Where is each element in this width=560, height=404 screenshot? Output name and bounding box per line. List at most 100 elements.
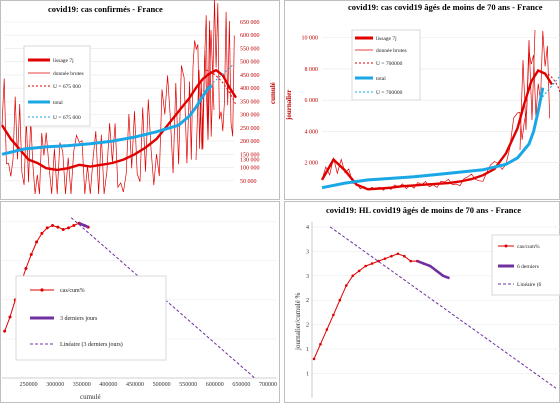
legend-label-smooth: lissage 7j xyxy=(53,58,74,64)
data-point xyxy=(56,225,60,229)
series-u-red xyxy=(547,73,560,93)
tick-label: 600 000 xyxy=(240,33,260,39)
series-last3 xyxy=(78,222,89,229)
tick-label: 450000 xyxy=(126,382,144,388)
tick-label: 2 000 xyxy=(305,161,319,167)
legend-label-u-red: U = 675 000 xyxy=(53,84,81,90)
data-point xyxy=(370,262,374,265)
tick-label: 4 xyxy=(306,225,309,231)
data-point xyxy=(67,226,70,230)
right-axis-ticks: 650 000 600 000 550 000 500 000 450 000 400 0… xyxy=(240,20,260,185)
legend-label-total: total xyxy=(53,100,63,106)
legend: cas/cum% 6 derniers Linéaire (6 xyxy=(491,234,560,296)
x-axis-ticks: 250000 300000 350000 400000 450000 500000 5500… xyxy=(20,382,277,388)
tick-label: 400 000 xyxy=(240,86,260,92)
data-point xyxy=(45,226,49,230)
legend-label-ratio: cas/cum% xyxy=(517,244,540,250)
legend-label-last3: 3 derniers jours xyxy=(60,316,98,322)
tick-label: 10 000 xyxy=(302,36,319,42)
tick-label: 3 xyxy=(306,249,309,255)
tick-label: 650000 xyxy=(232,382,250,388)
tick-label: 650 000 xyxy=(240,20,260,26)
data-point xyxy=(364,264,367,268)
tick-label: 550 000 xyxy=(240,46,260,52)
y-axis-label: journalier/cumulé % xyxy=(294,292,302,351)
data-point xyxy=(72,224,76,228)
chart-hl-ratio: covid19: HL covid19 âgés de moins de 70 … xyxy=(294,205,560,398)
data-point xyxy=(390,254,393,258)
series-raw-spikes xyxy=(519,29,536,151)
chart-title: covid19: HL covid19 âgés de moins de 70 … xyxy=(326,205,521,215)
tick-label: 100 000 xyxy=(240,166,260,172)
tick-label: 6 000 xyxy=(305,98,319,104)
data-point xyxy=(319,342,322,346)
tick-label: 1 xyxy=(306,372,309,378)
legend-swatch-ratio-dot xyxy=(504,244,508,248)
legend: lissage 7j donnée brutes U = 675 000 tot… xyxy=(23,45,91,127)
legend-label-linear: Linéaire (6 xyxy=(517,281,542,288)
tick-label: 300000 xyxy=(46,382,64,388)
left-axis-label: journalier xyxy=(285,90,293,121)
series-total xyxy=(321,87,545,190)
tick-label: 250000 xyxy=(20,382,38,388)
tick-label: 2 xyxy=(306,298,309,304)
chart-title: covid19: cas covid19 âgés de moins de 70… xyxy=(348,2,543,12)
data-point xyxy=(325,328,329,331)
series-linear xyxy=(329,226,557,389)
data-point xyxy=(409,259,413,263)
tick-label: 500 000 xyxy=(240,60,260,66)
tick-label: 4 000 xyxy=(305,129,319,135)
data-point xyxy=(396,252,400,256)
data-point xyxy=(3,329,7,333)
tick-label: 700000 xyxy=(259,382,277,388)
data-point xyxy=(383,257,387,260)
data-point xyxy=(338,298,342,302)
series-raw xyxy=(1,0,235,195)
right-axis-label: cumulé xyxy=(269,82,277,104)
tick-label: 2 xyxy=(306,323,309,329)
series-raw-spikes xyxy=(195,29,215,161)
data-point xyxy=(51,224,55,228)
legend: cas/cum% 3 derniers jours Linéaire (3 de… xyxy=(15,275,167,361)
legend-box xyxy=(351,29,421,101)
data-point xyxy=(344,284,348,287)
series-last6 xyxy=(416,259,450,280)
chart-title: covid19: cas confirmés - France xyxy=(48,4,163,14)
tick-label: 600000 xyxy=(206,382,224,388)
tick-label: 50 000 xyxy=(240,179,257,185)
data-point xyxy=(357,269,361,273)
legend-label-raw: donnée brutes xyxy=(53,71,84,77)
series-smooth xyxy=(0,68,238,172)
legend-label-u-blue: U = 700000 xyxy=(376,90,403,96)
legend: lissage 7j donnée brutes U = 700000 tota… xyxy=(351,29,421,101)
tick-label: 250 000 xyxy=(240,126,260,132)
tick-label: 350000 xyxy=(73,382,91,388)
legend-label-raw: donnée brutes xyxy=(376,48,407,54)
tick-label: 1 xyxy=(306,347,309,353)
chart-ratio-vs-cumul: 250000 300000 350000 400000 450000 500000 5500… xyxy=(2,217,277,401)
legend-label-linear: Linéaire (3 derniers jours) xyxy=(60,341,123,348)
tick-label: 350 000 xyxy=(240,99,260,105)
tick-label: 550000 xyxy=(179,382,197,388)
legend-swatch-ratio-dot xyxy=(40,288,44,292)
tick-label: 130 000 xyxy=(240,158,260,164)
legend-label-u-red: U = 700000 xyxy=(376,61,403,67)
legend-label-smooth: lissage 7j xyxy=(376,36,397,42)
legend-label-ratio: cas/cum% xyxy=(60,288,85,294)
data-point xyxy=(8,315,12,319)
legend-label-total: total xyxy=(376,76,386,82)
data-point xyxy=(24,267,28,271)
tick-label: 500000 xyxy=(153,382,171,388)
tick-label: 200 000 xyxy=(240,139,260,145)
series-smooth xyxy=(320,68,554,191)
data-point xyxy=(35,240,39,244)
tick-label: 150 000 xyxy=(240,152,260,158)
x-axis-label: cumulé xyxy=(80,393,101,401)
data-point xyxy=(40,231,44,235)
chart-under-70-cases: covid19: cas covid19 âgés de moins de 70… xyxy=(285,2,560,191)
data-point xyxy=(29,252,33,256)
legend-label-u-blue: U = 675 000 xyxy=(53,115,81,121)
data-point xyxy=(61,227,65,231)
tick-label: 3 xyxy=(306,274,309,280)
